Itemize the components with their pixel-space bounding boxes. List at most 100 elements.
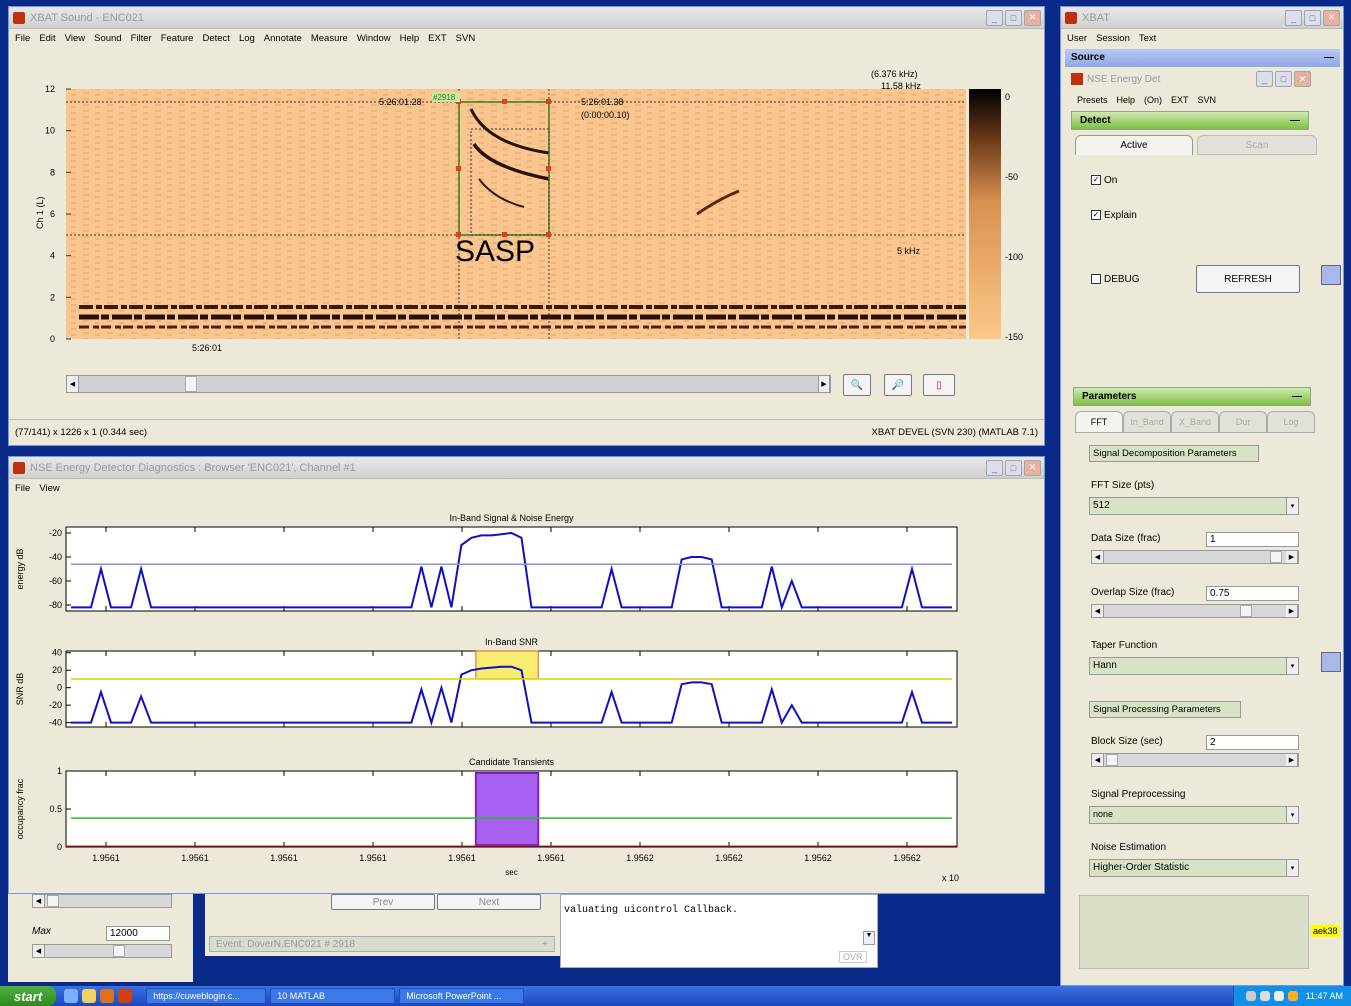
tab-scan[interactable]: Scan — [1197, 135, 1317, 155]
menu-annotate[interactable]: Annotate — [263, 32, 302, 44]
minimize-icon[interactable]: _ — [986, 459, 1003, 476]
close-icon[interactable]: ✕ — [1024, 459, 1041, 476]
menu-user[interactable]: User — [1067, 32, 1088, 44]
tab-active[interactable]: Active — [1075, 135, 1193, 155]
block-size-input[interactable]: 2 — [1206, 735, 1299, 750]
preproc-select[interactable]: none ▾ — [1089, 806, 1299, 824]
menu-svn[interactable]: SVN — [455, 32, 476, 44]
quicklaunch-firefox-icon[interactable] — [100, 989, 115, 1003]
menu-presets[interactable]: Presets — [1077, 95, 1108, 105]
menu-detect[interactable]: Detect — [202, 32, 230, 44]
diag-titlebar[interactable]: NSE Energy Detector Diagnostics : Browse… — [9, 457, 1044, 479]
maximize-icon[interactable]: □ — [1005, 9, 1022, 26]
menu-help[interactable]: Help — [399, 32, 420, 44]
snr-event-highlight[interactable] — [475, 650, 539, 680]
max-slider[interactable]: ◀ — [32, 944, 172, 958]
collapse-icon[interactable]: — — [1290, 115, 1300, 126]
menu-measure[interactable]: Measure — [310, 32, 348, 44]
task-browser[interactable]: https://cuweblogin.c... — [146, 988, 267, 1004]
spectrogram-svg[interactable]: #2918 5:26:01.28 5:26:01.38 (0:00:00.10)… — [9, 49, 1044, 419]
chevron-down-icon[interactable]: ▾ — [1286, 658, 1298, 674]
menu-help[interactable]: Help — [1116, 95, 1136, 105]
quicklaunch-ie-icon[interactable] — [64, 989, 79, 1003]
refresh-button[interactable]: REFRESH — [1196, 265, 1300, 293]
max-input[interactable]: 12000 — [106, 926, 170, 941]
side-toggle-2[interactable] — [1321, 652, 1341, 672]
start-button[interactable]: start — [0, 986, 57, 1006]
task-powerpoint[interactable]: Microsoft PowerPoint ... — [399, 988, 525, 1004]
spec-y-tick-label: 4 — [50, 251, 55, 261]
menu-view[interactable]: View — [39, 482, 60, 494]
xbat-titlebar[interactable]: XBAT _ □ ✕ — [1061, 7, 1343, 29]
collapse-icon[interactable]: — — [1324, 52, 1334, 63]
zoom-in-button[interactable]: 🔎 — [884, 374, 912, 396]
maximize-icon[interactable]: □ — [1275, 71, 1292, 87]
param-tab-fft[interactable]: FFT — [1075, 411, 1123, 433]
page-button[interactable]: ▯ — [923, 374, 955, 396]
explain-checkbox[interactable]: ✓ Explain — [1091, 210, 1137, 221]
time-scrollbar[interactable]: ◀ ▶ — [66, 375, 831, 393]
menu-text[interactable]: Text — [1138, 32, 1157, 44]
close-icon[interactable]: ✕ — [1024, 9, 1041, 26]
on-checkbox[interactable]: ✓ On — [1091, 175, 1117, 186]
close-icon[interactable]: ✕ — [1323, 9, 1340, 26]
menu-file[interactable]: File — [15, 482, 31, 494]
bg-slider-top[interactable]: ◀ — [32, 894, 172, 908]
minimize-icon[interactable]: _ — [1256, 71, 1273, 87]
chevron-down-icon[interactable]: ▾ — [1286, 807, 1298, 823]
maximize-icon[interactable]: □ — [1304, 9, 1321, 26]
event-expand-icon[interactable]: + — [542, 939, 548, 950]
menu-edit[interactable]: Edit — [39, 32, 56, 44]
noise-select[interactable]: Higher-Order Statistic ▾ — [1089, 859, 1299, 877]
menu-ext[interactable]: EXT — [428, 32, 447, 44]
data-size-slider[interactable]: ◀ ▶ — [1091, 550, 1299, 564]
detect-header[interactable]: Detect — — [1071, 111, 1309, 130]
task-matlab[interactable]: 10 MATLAB — [270, 988, 396, 1004]
taper-select[interactable]: Hann ▾ — [1089, 657, 1299, 675]
tray-monitor-icon[interactable] — [1259, 991, 1270, 1001]
prev-button[interactable]: Prev — [331, 894, 435, 910]
tray-network-icon[interactable] — [1245, 991, 1256, 1001]
data-size-input[interactable]: 1 — [1206, 532, 1299, 547]
chevron-down-icon[interactable]: ▾ — [1286, 498, 1298, 514]
param-tab-dur[interactable]: Dur — [1219, 411, 1267, 433]
menu-view[interactable]: View — [64, 32, 86, 44]
parameters-header[interactable]: Parameters — — [1073, 387, 1311, 406]
chevron-down-icon[interactable]: ▾ — [1286, 860, 1298, 876]
param-tab-x-band[interactable]: X_Band — [1171, 411, 1219, 433]
menu-ext[interactable]: EXT — [1171, 95, 1189, 105]
minimize-icon[interactable]: _ — [1285, 9, 1302, 26]
overlap-slider[interactable]: ◀ ▶ — [1091, 604, 1299, 618]
menu-file[interactable]: File — [15, 32, 31, 44]
side-toggle-1[interactable] — [1321, 265, 1341, 285]
collapse-icon[interactable]: — — [1292, 391, 1302, 402]
menu-svn[interactable]: SVN — [1197, 95, 1217, 105]
plot-area[interactable] — [65, 526, 958, 612]
minimize-icon[interactable]: _ — [986, 9, 1003, 26]
zoom-out-button[interactable]: 🔍 — [843, 374, 871, 396]
close-icon[interactable]: ✕ — [1294, 71, 1311, 87]
fft-size-select[interactable]: 512 ▾ — [1089, 497, 1299, 515]
maximize-icon[interactable]: □ — [1005, 459, 1022, 476]
source-header[interactable]: Source — — [1065, 49, 1340, 67]
tray-volume-icon[interactable] — [1273, 991, 1284, 1001]
param-tab-log[interactable]: Log — [1267, 411, 1315, 433]
console-scroll-down-icon[interactable]: ▼ — [863, 931, 875, 945]
quicklaunch-matlab-icon[interactable] — [118, 989, 133, 1003]
tray-security-icon[interactable] — [1287, 991, 1298, 1001]
block-size-slider[interactable]: ◀ ▶ — [1091, 753, 1299, 767]
param-tab-in-band[interactable]: In_Band — [1123, 411, 1171, 433]
menu-filter[interactable]: Filter — [130, 32, 152, 44]
menu-session[interactable]: Session — [1096, 32, 1130, 44]
debug-checkbox[interactable]: DEBUG — [1091, 274, 1140, 285]
sound-titlebar[interactable]: XBAT Sound - ENC021 _ □ ✕ — [9, 7, 1044, 29]
menu--on-[interactable]: (On) — [1144, 95, 1163, 105]
quicklaunch-folder-icon[interactable] — [82, 989, 97, 1003]
next-button[interactable]: Next — [437, 894, 541, 910]
menu-sound[interactable]: Sound — [94, 32, 122, 44]
menu-window[interactable]: Window — [356, 32, 391, 44]
menu-feature[interactable]: Feature — [160, 32, 194, 44]
transient-highlight[interactable] — [474, 772, 540, 846]
menu-log[interactable]: Log — [238, 32, 255, 44]
overlap-input[interactable]: 0.75 — [1206, 586, 1299, 601]
